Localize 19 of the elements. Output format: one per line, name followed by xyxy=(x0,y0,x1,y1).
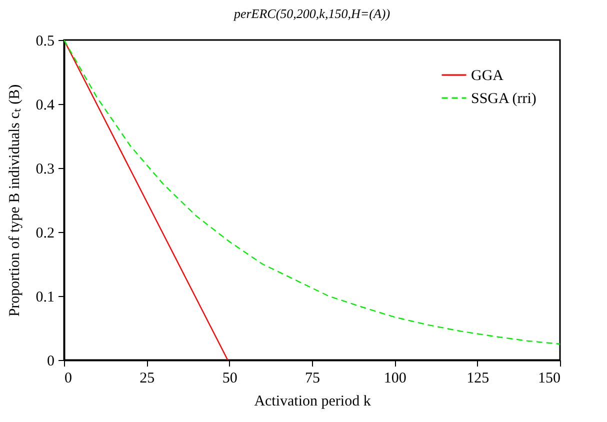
y-axis-title: Proportion of type B individuals cₜ (B) xyxy=(6,84,23,317)
line-series xyxy=(64,40,560,345)
x-tick-label: 25 xyxy=(140,370,155,386)
x-tick-label: 100 xyxy=(384,370,406,386)
x-tick-label: 50 xyxy=(222,370,238,386)
x-axis-title: Activation period k xyxy=(254,394,372,410)
y-tick-label: 0.5 xyxy=(36,34,54,50)
x-tick-label: 125 xyxy=(466,370,490,386)
x-tick-label: 0 xyxy=(64,370,72,386)
y-tick-label: 0.1 xyxy=(36,290,54,306)
legend-label: GGA xyxy=(471,68,504,84)
legend-label: SSGA (rri) xyxy=(471,91,536,107)
y-tick-label: 0.2 xyxy=(36,226,54,242)
y-tick-label: 0.4 xyxy=(36,98,55,114)
chart-title: perERC(50,200,k,150,H=(A)) xyxy=(232,6,390,21)
y-tick-label: 0.3 xyxy=(36,162,54,178)
x-tick-label: 150 xyxy=(538,370,560,386)
y-tick-label: 0 xyxy=(47,354,54,370)
x-tick-label: 75 xyxy=(305,370,320,386)
